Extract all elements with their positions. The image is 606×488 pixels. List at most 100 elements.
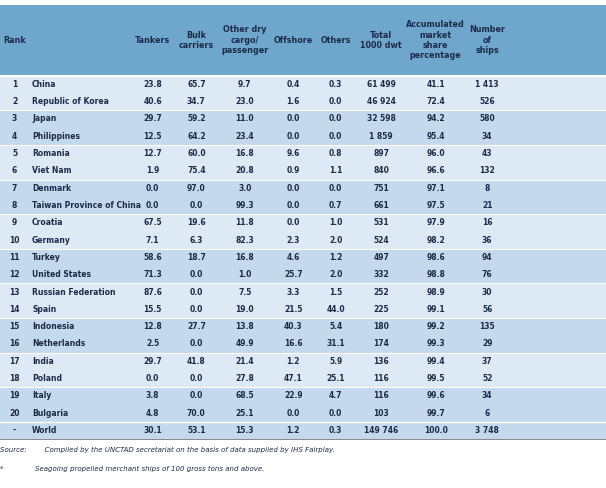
Text: 99.5: 99.5: [427, 374, 445, 383]
Text: 6.3: 6.3: [190, 236, 203, 244]
Text: 1.0: 1.0: [238, 270, 251, 279]
Text: 1 413: 1 413: [476, 80, 499, 89]
Bar: [0, 180, 606, 197]
Text: 41.1: 41.1: [427, 80, 445, 89]
Text: Rank: Rank: [3, 36, 26, 45]
Text: 15: 15: [9, 322, 20, 331]
Text: 3 748: 3 748: [475, 426, 499, 435]
Text: 7.5: 7.5: [238, 287, 251, 297]
Text: 580: 580: [479, 114, 495, 123]
Text: 4: 4: [12, 132, 17, 141]
Text: 82.3: 82.3: [236, 236, 254, 244]
Text: 19.0: 19.0: [236, 305, 254, 314]
Text: 16.6: 16.6: [284, 340, 302, 348]
Text: 87.6: 87.6: [143, 287, 162, 297]
Text: 1.5: 1.5: [329, 287, 342, 297]
Text: 99.3: 99.3: [427, 340, 445, 348]
Text: 61 499: 61 499: [367, 80, 396, 89]
Text: 71.3: 71.3: [144, 270, 162, 279]
Bar: [0, 301, 606, 318]
Bar: [0, 214, 606, 231]
Text: 4.8: 4.8: [146, 409, 159, 418]
Text: 0.0: 0.0: [329, 114, 342, 123]
Text: 1.6: 1.6: [287, 97, 300, 106]
Text: 149 746: 149 746: [364, 426, 398, 435]
Bar: [0, 197, 606, 214]
Text: 1.2: 1.2: [287, 426, 300, 435]
Text: 98.9: 98.9: [427, 287, 445, 297]
Text: 25.7: 25.7: [284, 270, 302, 279]
Text: 0.0: 0.0: [146, 183, 159, 193]
Text: 99.1: 99.1: [427, 305, 445, 314]
Text: 12.7: 12.7: [144, 149, 162, 158]
Text: 36: 36: [482, 236, 493, 244]
Text: 0.0: 0.0: [190, 305, 203, 314]
Text: 0.3: 0.3: [329, 80, 342, 89]
Text: 8: 8: [12, 201, 17, 210]
Text: 18: 18: [9, 374, 20, 383]
Text: 9.6: 9.6: [287, 149, 300, 158]
Text: 12.8: 12.8: [144, 322, 162, 331]
Text: Number
of
ships: Number of ships: [469, 25, 505, 55]
Text: 96.6: 96.6: [427, 166, 445, 175]
Text: Republic of Korea: Republic of Korea: [32, 97, 109, 106]
Text: Romania: Romania: [32, 149, 70, 158]
Text: 44.0: 44.0: [327, 305, 345, 314]
Text: 524: 524: [373, 236, 389, 244]
Text: 34: 34: [482, 391, 493, 401]
Bar: [0, 231, 606, 249]
Text: 0.0: 0.0: [329, 183, 342, 193]
Text: Total
1000 dwt: Total 1000 dwt: [361, 31, 402, 50]
Text: 0.0: 0.0: [190, 287, 203, 297]
Bar: [0, 162, 606, 180]
Text: 34.7: 34.7: [187, 97, 205, 106]
Text: 19.6: 19.6: [187, 218, 205, 227]
Text: 11.0: 11.0: [236, 114, 254, 123]
Text: India: India: [32, 357, 54, 366]
Text: 3.8: 3.8: [146, 391, 159, 401]
Text: 30: 30: [482, 287, 493, 297]
Text: 136: 136: [373, 357, 389, 366]
Text: 0.0: 0.0: [146, 201, 159, 210]
Text: 95.4: 95.4: [427, 132, 445, 141]
Bar: [0, 145, 606, 162]
Text: 15.3: 15.3: [236, 426, 254, 435]
Text: 4.7: 4.7: [329, 391, 342, 401]
Bar: [0, 110, 606, 127]
Text: 59.2: 59.2: [187, 114, 205, 123]
Text: 27.7: 27.7: [187, 322, 206, 331]
Text: 0.0: 0.0: [287, 201, 300, 210]
Text: Taiwan Province of China: Taiwan Province of China: [32, 201, 141, 210]
Bar: [0, 387, 606, 405]
Text: 19: 19: [9, 391, 20, 401]
Text: Others: Others: [321, 36, 351, 45]
Text: 135: 135: [479, 322, 495, 331]
Text: 5.9: 5.9: [329, 357, 342, 366]
Text: 58.6: 58.6: [144, 253, 162, 262]
Text: 2: 2: [12, 97, 17, 106]
Text: 0.7: 0.7: [329, 201, 342, 210]
Text: 2.3: 2.3: [287, 236, 300, 244]
Text: 34: 34: [482, 132, 493, 141]
Text: 75.4: 75.4: [187, 166, 205, 175]
Text: 174: 174: [373, 340, 389, 348]
Text: 7.1: 7.1: [146, 236, 159, 244]
Text: 97.1: 97.1: [427, 183, 445, 193]
Text: 497: 497: [373, 253, 389, 262]
Text: 0.0: 0.0: [190, 374, 203, 383]
Text: 5.4: 5.4: [329, 322, 342, 331]
Bar: [0, 318, 606, 335]
Text: 16.8: 16.8: [236, 253, 254, 262]
Text: 29.7: 29.7: [144, 114, 162, 123]
Text: 2.5: 2.5: [146, 340, 159, 348]
Text: 72.4: 72.4: [427, 97, 445, 106]
Text: 52: 52: [482, 374, 493, 383]
Text: 897: 897: [373, 149, 389, 158]
Text: 2.0: 2.0: [329, 270, 342, 279]
Text: 40.6: 40.6: [144, 97, 162, 106]
Text: 21: 21: [482, 201, 493, 210]
Text: 0.0: 0.0: [190, 391, 203, 401]
Text: 0.0: 0.0: [190, 201, 203, 210]
Text: 180: 180: [373, 322, 389, 331]
Text: Poland: Poland: [32, 374, 62, 383]
